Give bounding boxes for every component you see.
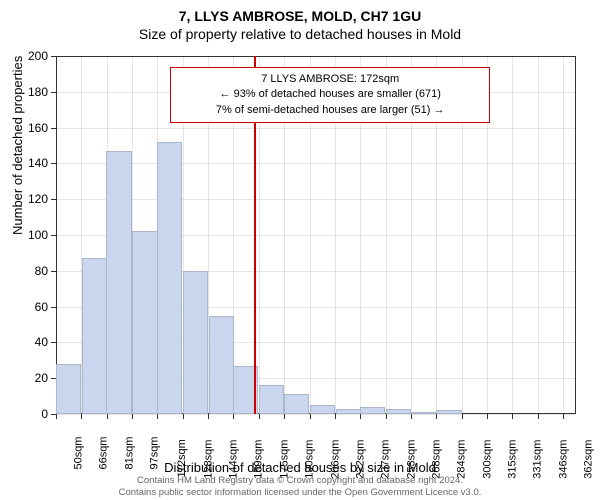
xtick (233, 414, 234, 419)
y-axis-label: Number of detached properties (10, 56, 25, 235)
xtick (81, 414, 82, 419)
annotation-box: 7 LLYS AMBROSE: 172sqm← 93% of detached … (170, 67, 490, 123)
annot-line1: 7 LLYS AMBROSE: 172sqm (179, 72, 481, 87)
histogram-bar (82, 258, 107, 414)
histogram-bar (360, 407, 385, 414)
ytick-label: 40 (35, 335, 48, 349)
ytick-label: 200 (28, 49, 48, 63)
title-subtitle: Size of property relative to detached ho… (0, 24, 600, 42)
xtick (310, 414, 311, 419)
ytick-label: 140 (28, 156, 48, 170)
gridline-h (56, 414, 576, 415)
histogram-bar (284, 394, 309, 414)
histogram-bar (259, 385, 284, 414)
histogram-bar (106, 151, 131, 414)
ytick-label: 0 (41, 407, 48, 421)
gridline-v (512, 56, 513, 414)
histogram-bar (209, 316, 234, 414)
xtick (436, 414, 437, 419)
annot-line2: ← 93% of detached houses are smaller (67… (179, 87, 481, 102)
histogram-bar (336, 409, 361, 414)
annot-line3: 7% of semi-detached houses are larger (5… (179, 103, 481, 118)
xtick (360, 414, 361, 419)
ytick-label: 160 (28, 121, 48, 135)
xtick (56, 414, 57, 419)
xtick (386, 414, 387, 419)
gridline-h (56, 199, 576, 200)
xtick (157, 414, 158, 419)
ytick-label: 60 (35, 300, 48, 314)
gridline-h (56, 163, 576, 164)
xtick (512, 414, 513, 419)
gridline-v (56, 56, 57, 414)
xtick (259, 414, 260, 419)
gridline-v (563, 56, 564, 414)
xtick (208, 414, 209, 419)
figure-container: 7, LLYS AMBROSE, MOLD, CH7 1GU Size of p… (0, 0, 600, 500)
gridline-h (56, 128, 576, 129)
ytick-label: 100 (28, 228, 48, 242)
ytick-label: 20 (35, 371, 48, 385)
xtick (411, 414, 412, 419)
histogram-bar (436, 410, 461, 414)
xtick (132, 414, 133, 419)
xtick (107, 414, 108, 419)
histogram-bar (386, 409, 411, 414)
histogram-bar (310, 405, 335, 414)
chart-plot-area: 02040608010012014016018020050sqm66sqm81s… (56, 56, 576, 414)
histogram-bar (183, 271, 208, 414)
histogram-bar (157, 142, 182, 414)
xtick (563, 414, 564, 419)
attribution-footer: Contains HM Land Registry data © Crown c… (0, 475, 600, 498)
ytick-label: 120 (28, 192, 48, 206)
footer-line1: Contains HM Land Registry data © Crown c… (0, 475, 600, 486)
histogram-bar (132, 231, 157, 414)
ytick-label: 80 (35, 264, 48, 278)
gridline-h (56, 56, 576, 57)
x-axis-label: Distribution of detached houses by size … (0, 460, 600, 475)
xtick (183, 414, 184, 419)
histogram-bar (56, 364, 81, 414)
footer-line2: Contains public sector information licen… (0, 487, 600, 498)
gridline-v (538, 56, 539, 414)
ytick-label: 180 (28, 85, 48, 99)
title-address: 7, LLYS AMBROSE, MOLD, CH7 1GU (0, 0, 600, 24)
xtick (335, 414, 336, 419)
xtick (284, 414, 285, 419)
histogram-bar (410, 412, 435, 414)
xtick (487, 414, 488, 419)
xtick (462, 414, 463, 419)
xtick (538, 414, 539, 419)
